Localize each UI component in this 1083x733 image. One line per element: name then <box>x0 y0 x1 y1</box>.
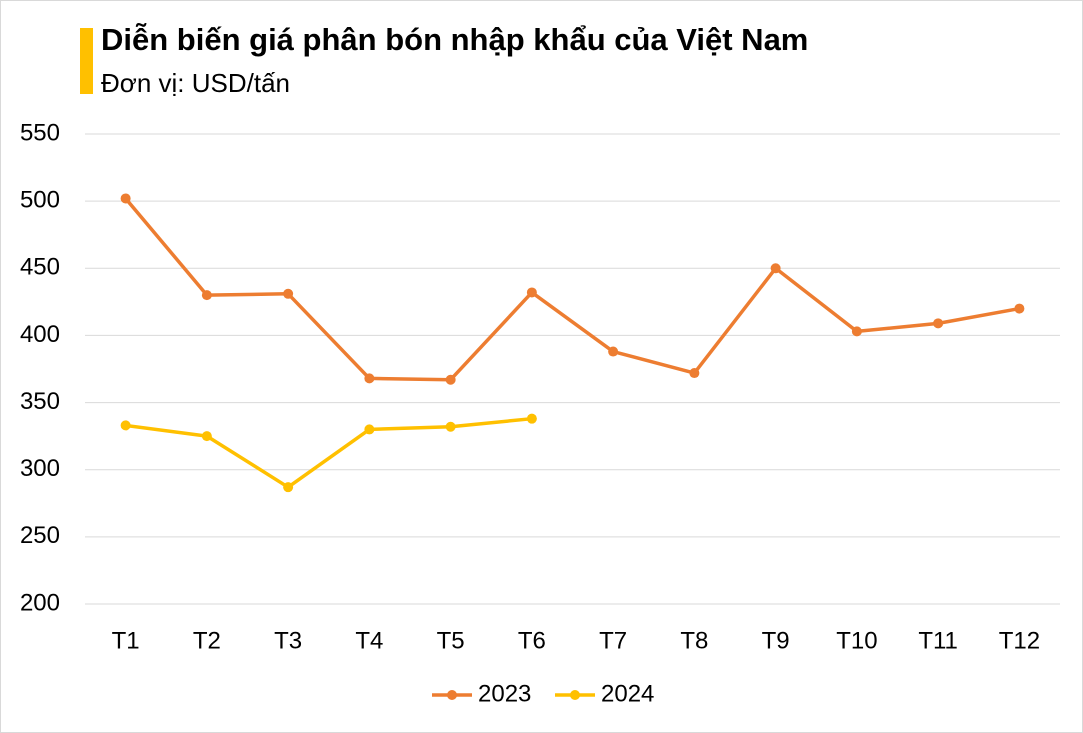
data-point <box>851 326 862 337</box>
y-tick-label: 350 <box>20 388 60 415</box>
y-tick-label: 300 <box>20 455 60 482</box>
legend-marker <box>570 690 580 700</box>
data-point <box>526 287 537 298</box>
data-point <box>933 318 944 329</box>
series-line <box>124 197 1020 382</box>
data-point <box>201 431 212 442</box>
legend-marker <box>447 690 457 700</box>
data-point <box>1014 303 1025 314</box>
x-tick-label: T11 <box>918 627 958 654</box>
series-line <box>125 416 533 489</box>
x-tick-label: T3 <box>274 627 302 654</box>
data-point <box>445 374 456 385</box>
data-point <box>201 290 212 301</box>
legend-label: 2023 <box>478 680 531 707</box>
x-tick-label: T9 <box>762 627 790 654</box>
y-tick-label: 200 <box>20 589 60 616</box>
y-tick-label: 450 <box>20 254 60 281</box>
x-tick-label: T4 <box>355 627 383 654</box>
data-point <box>445 421 456 432</box>
data-point <box>770 263 781 274</box>
y-tick-label: 400 <box>20 321 60 348</box>
title-accent <box>80 28 93 94</box>
data-point <box>364 373 375 384</box>
y-tick-label: 250 <box>20 522 60 549</box>
y-tick-label: 500 <box>20 186 60 213</box>
x-tick-label: T12 <box>999 627 1040 654</box>
x-tick-label: T5 <box>437 627 465 654</box>
data-point <box>689 368 700 379</box>
data-point <box>283 482 294 493</box>
chart-subtitle: Đơn vị: USD/tấn <box>101 68 290 98</box>
data-point <box>120 193 131 204</box>
x-tick-label: T8 <box>680 627 708 654</box>
x-tick-label: T2 <box>193 627 221 654</box>
x-tick-label: T7 <box>599 627 627 654</box>
x-tick-label: T10 <box>836 627 877 654</box>
legend-label: 2024 <box>601 680 654 707</box>
data-point <box>364 424 375 435</box>
data-point <box>283 288 294 299</box>
data-point <box>526 413 537 424</box>
x-tick-label: T1 <box>112 627 140 654</box>
data-point <box>120 420 131 431</box>
data-point <box>608 346 619 357</box>
y-tick-label: 550 <box>20 119 60 146</box>
x-tick-label: T6 <box>518 627 546 654</box>
chart-title: Diễn biến giá phân bón nhập khẩu của Việ… <box>101 22 808 57</box>
